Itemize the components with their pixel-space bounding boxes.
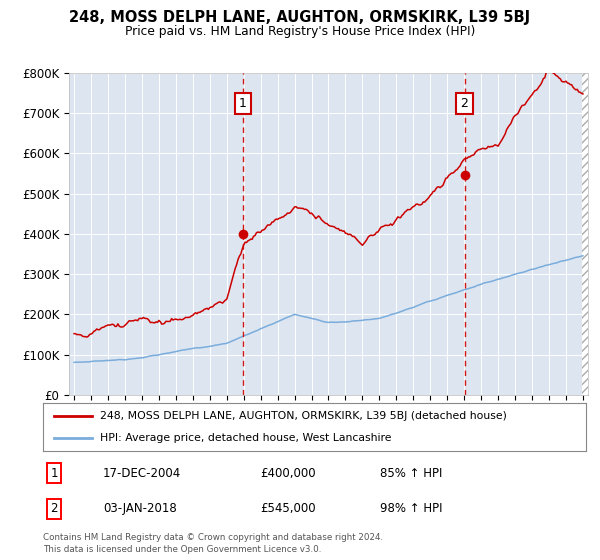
Text: £400,000: £400,000 [260,466,316,480]
Text: 98% ↑ HPI: 98% ↑ HPI [380,502,442,515]
Text: Price paid vs. HM Land Registry's House Price Index (HPI): Price paid vs. HM Land Registry's House … [125,25,475,38]
Text: 03-JAN-2018: 03-JAN-2018 [103,502,176,515]
Text: 1: 1 [50,466,58,480]
Text: 17-DEC-2004: 17-DEC-2004 [103,466,181,480]
Text: HPI: Average price, detached house, West Lancashire: HPI: Average price, detached house, West… [100,433,392,444]
Text: 1: 1 [239,97,247,110]
Text: 248, MOSS DELPH LANE, AUGHTON, ORMSKIRK, L39 5BJ (detached house): 248, MOSS DELPH LANE, AUGHTON, ORMSKIRK,… [100,410,507,421]
Text: 248, MOSS DELPH LANE, AUGHTON, ORMSKIRK, L39 5BJ: 248, MOSS DELPH LANE, AUGHTON, ORMSKIRK,… [70,10,530,25]
Text: Contains HM Land Registry data © Crown copyright and database right 2024.
This d: Contains HM Land Registry data © Crown c… [43,533,383,554]
Text: £545,000: £545,000 [260,502,316,515]
Text: 2: 2 [461,97,469,110]
Text: 85% ↑ HPI: 85% ↑ HPI [380,466,442,480]
Text: 2: 2 [50,502,58,515]
